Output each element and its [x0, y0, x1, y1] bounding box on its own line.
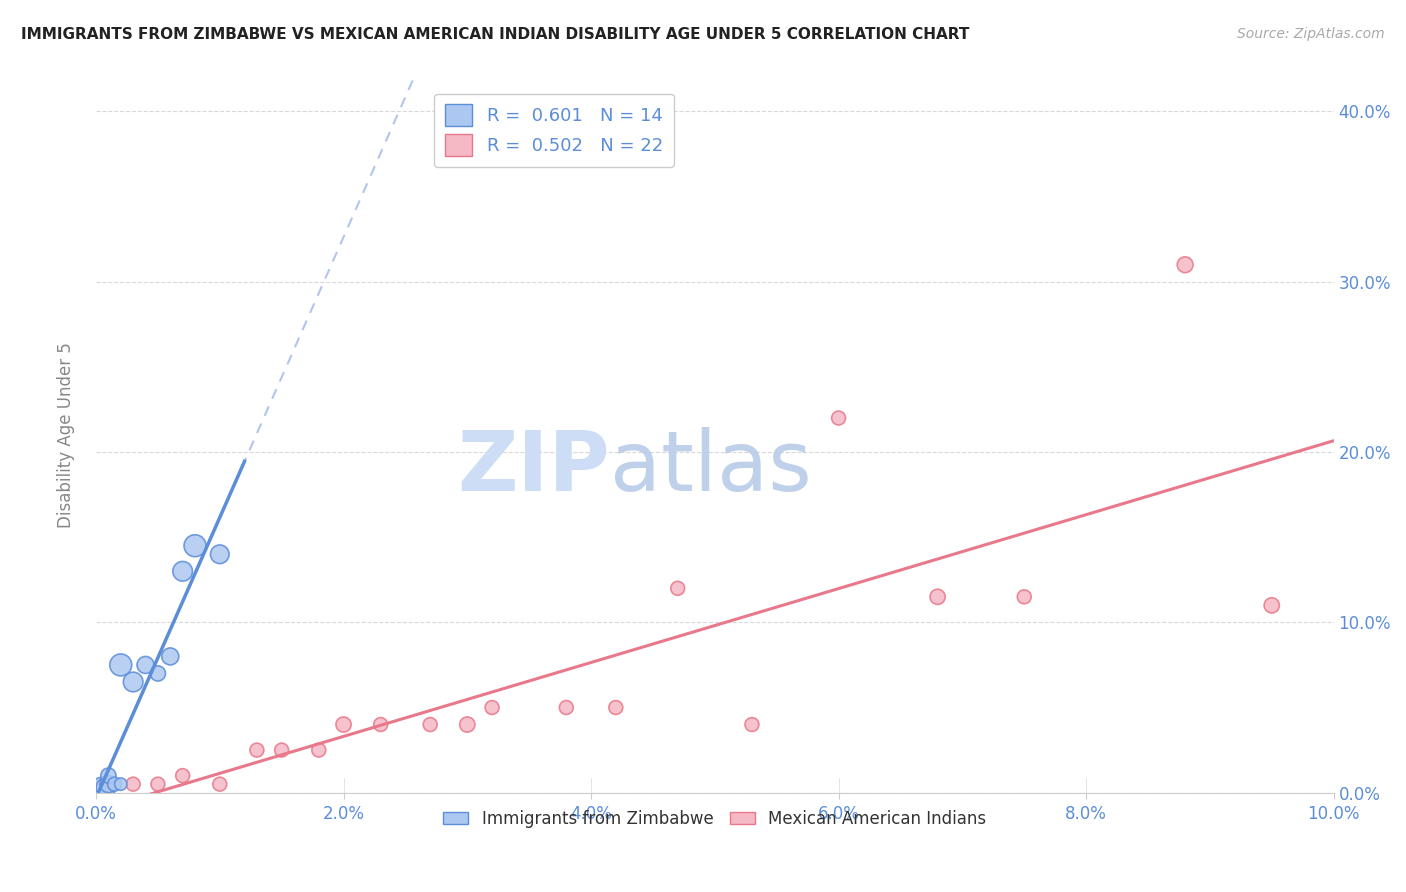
- Point: [122, 777, 145, 791]
- Point: [91, 782, 114, 797]
- Point: [146, 666, 169, 681]
- Point: [208, 777, 231, 791]
- Point: [1012, 590, 1035, 604]
- Point: [184, 539, 207, 553]
- Point: [332, 717, 354, 731]
- Point: [555, 700, 578, 714]
- Point: [110, 777, 132, 791]
- Text: ZIP: ZIP: [457, 426, 610, 508]
- Point: [308, 743, 330, 757]
- Point: [97, 777, 120, 791]
- Point: [456, 717, 478, 731]
- Point: [103, 777, 125, 791]
- Point: [122, 675, 145, 690]
- Point: [97, 780, 120, 795]
- Point: [246, 743, 269, 757]
- Legend: Immigrants from Zimbabwe, Mexican American Indians: Immigrants from Zimbabwe, Mexican Americ…: [436, 803, 993, 834]
- Point: [481, 700, 503, 714]
- Point: [208, 547, 231, 561]
- Point: [419, 717, 441, 731]
- Point: [270, 743, 292, 757]
- Point: [146, 777, 169, 791]
- Point: [172, 769, 194, 783]
- Point: [666, 582, 689, 596]
- Point: [134, 657, 156, 672]
- Point: [110, 657, 132, 672]
- Y-axis label: Disability Age Under 5: Disability Age Under 5: [58, 343, 75, 528]
- Text: IMMIGRANTS FROM ZIMBABWE VS MEXICAN AMERICAN INDIAN DISABILITY AGE UNDER 5 CORRE: IMMIGRANTS FROM ZIMBABWE VS MEXICAN AMER…: [21, 27, 970, 42]
- Point: [97, 769, 120, 783]
- Point: [827, 411, 849, 425]
- Point: [1261, 599, 1284, 613]
- Text: Source: ZipAtlas.com: Source: ZipAtlas.com: [1237, 27, 1385, 41]
- Point: [927, 590, 949, 604]
- Point: [741, 717, 763, 731]
- Point: [159, 649, 181, 664]
- Point: [370, 717, 392, 731]
- Point: [172, 564, 194, 578]
- Text: atlas: atlas: [610, 426, 811, 508]
- Point: [1174, 258, 1197, 272]
- Point: [605, 700, 627, 714]
- Point: [94, 780, 117, 795]
